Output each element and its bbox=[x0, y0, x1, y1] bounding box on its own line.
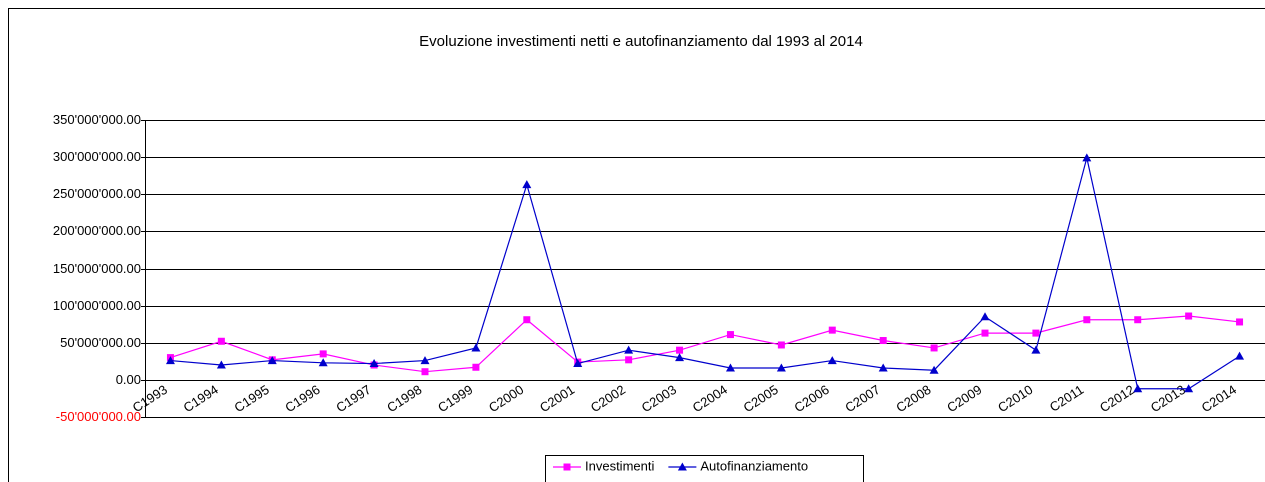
data-point bbox=[1133, 384, 1143, 393]
data-point bbox=[1083, 316, 1091, 324]
data-point bbox=[1236, 318, 1244, 326]
legend-label: Autofinanziamento bbox=[700, 458, 808, 473]
legend-label: Investimenti bbox=[585, 458, 654, 473]
data-point bbox=[827, 356, 837, 365]
data-point bbox=[879, 337, 887, 345]
data-point bbox=[1235, 351, 1245, 360]
y-tick-label: 50'000'000.00 bbox=[60, 335, 141, 350]
series-line bbox=[170, 157, 1240, 390]
data-point bbox=[267, 356, 277, 365]
chart-title: Evoluzione investimenti netti e autofina… bbox=[419, 33, 863, 50]
data-point bbox=[625, 356, 633, 364]
data-point bbox=[522, 180, 532, 189]
data-point bbox=[929, 365, 939, 374]
data-point bbox=[624, 345, 634, 354]
data-point bbox=[777, 341, 785, 349]
data-point bbox=[369, 359, 379, 368]
y-tick-label: 250'000'000.00 bbox=[53, 186, 141, 201]
series-line bbox=[170, 315, 1240, 373]
data-point bbox=[1134, 316, 1142, 324]
y-tick-label: -50'000'000.00 bbox=[56, 409, 141, 424]
data-point bbox=[217, 337, 225, 345]
data-point bbox=[1032, 329, 1040, 337]
data-point bbox=[930, 344, 938, 352]
data-point bbox=[1031, 345, 1041, 354]
data-point bbox=[216, 360, 226, 369]
data-point bbox=[980, 312, 990, 321]
legend-marker bbox=[563, 463, 571, 471]
data-point bbox=[573, 359, 583, 368]
y-tick-label: 200'000'000.00 bbox=[53, 223, 141, 238]
y-tick-label: 350'000'000.00 bbox=[53, 112, 141, 127]
y-tick-label: 0.00 bbox=[116, 372, 141, 387]
data-point bbox=[165, 356, 175, 365]
data-point bbox=[726, 331, 734, 339]
data-point bbox=[725, 363, 735, 372]
y-tick-label: 100'000'000.00 bbox=[53, 298, 141, 313]
data-point bbox=[828, 326, 836, 334]
data-point bbox=[981, 329, 989, 337]
data-point bbox=[421, 368, 429, 376]
data-point bbox=[676, 346, 684, 354]
data-point bbox=[523, 316, 531, 324]
data-point bbox=[472, 363, 480, 371]
data-point bbox=[1185, 312, 1193, 320]
y-tick-label: 150'000'000.00 bbox=[53, 261, 141, 276]
data-point bbox=[319, 350, 327, 358]
data-point bbox=[420, 356, 430, 365]
data-point bbox=[1082, 153, 1092, 162]
data-point bbox=[471, 343, 481, 352]
data-point bbox=[318, 358, 328, 367]
data-point bbox=[1184, 384, 1194, 393]
chart-frame bbox=[8, 8, 1265, 482]
data-point bbox=[675, 353, 685, 362]
data-point bbox=[878, 363, 888, 372]
y-tick-label: 300'000'000.00 bbox=[53, 149, 141, 164]
data-point bbox=[776, 363, 786, 372]
legend-box bbox=[545, 455, 864, 482]
legend-marker bbox=[677, 462, 687, 471]
